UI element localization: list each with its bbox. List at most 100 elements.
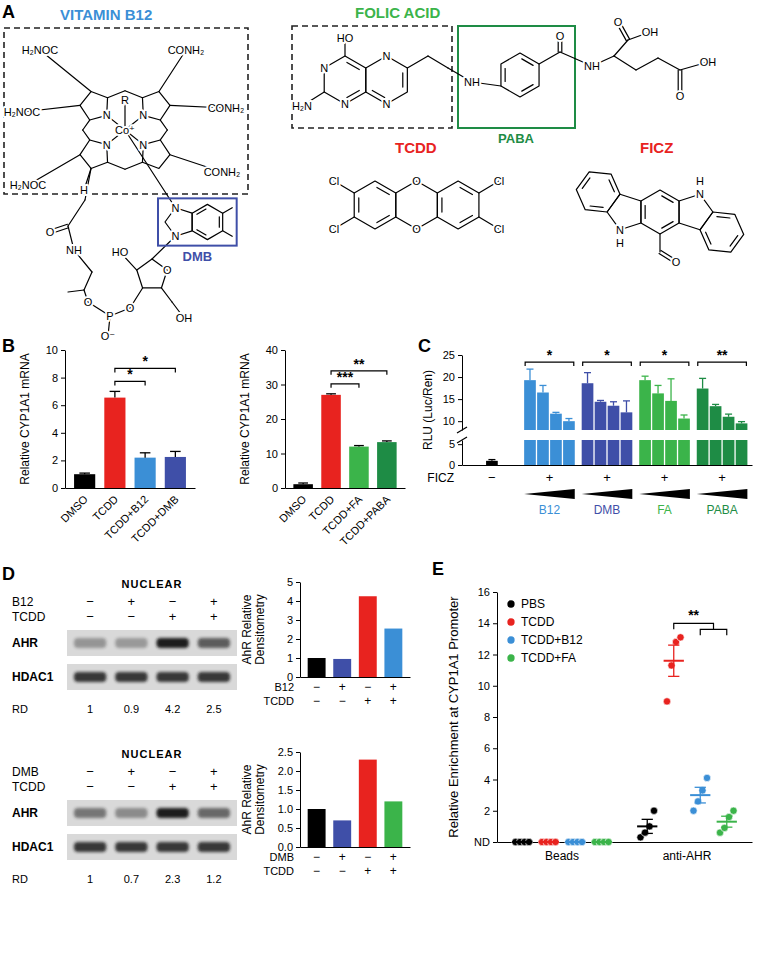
y-axis-line <box>462 356 463 431</box>
error-bar-stem <box>657 385 658 393</box>
error-bar <box>170 451 181 457</box>
row-mark: + <box>210 609 218 624</box>
bond <box>84 272 92 290</box>
blot-band <box>156 808 188 818</box>
y-tick-mark <box>493 592 497 593</box>
atom-label: Cl <box>329 175 339 187</box>
y-tick-label: 8 <box>484 711 490 723</box>
error-bar <box>79 473 90 474</box>
bond <box>636 58 658 70</box>
bond <box>645 205 646 218</box>
structure-title: TCDD <box>395 139 437 156</box>
y-axis-line <box>497 593 498 843</box>
blot-strip <box>67 800 237 826</box>
rd-label: RD <box>12 873 28 885</box>
blot-header: NUCLEAR <box>122 578 183 590</box>
bond <box>609 180 614 192</box>
bond <box>223 208 233 214</box>
y-tick-mark <box>493 717 497 718</box>
dose-wedge <box>639 489 690 499</box>
bond <box>407 56 428 68</box>
y-tick-label: 6 <box>52 399 58 411</box>
data-point <box>650 807 657 814</box>
bar <box>104 398 125 488</box>
y-tick-label: 1.5 <box>278 784 293 796</box>
legend-marker <box>507 654 514 661</box>
row-mark: + <box>169 609 177 624</box>
y-tick: 0 <box>272 482 285 494</box>
row-mark: + <box>210 779 218 794</box>
x-tick-label: TCDD+DMB <box>129 493 181 545</box>
rd-value: 0.9 <box>124 703 139 715</box>
row-mark: − <box>488 470 496 485</box>
bond <box>522 85 533 92</box>
row-mark: + <box>390 864 397 878</box>
legend-marker <box>507 618 514 625</box>
significance-label: * <box>662 347 668 363</box>
atom-label: N <box>139 109 147 121</box>
atom-label: H <box>696 175 704 187</box>
legend-label: TCDD+B12 <box>521 633 583 647</box>
atom-label: NH <box>584 60 600 72</box>
error-bar-stem <box>647 819 648 833</box>
y-tick-mark <box>296 790 300 791</box>
bar <box>710 440 722 465</box>
bond <box>83 120 90 130</box>
blot-band <box>74 808 106 818</box>
bond <box>159 50 186 92</box>
bar <box>321 395 341 488</box>
bar <box>333 659 351 677</box>
y-tick: 20 <box>266 413 285 425</box>
atom-label: N <box>616 224 624 236</box>
y-tick-label: 10 <box>478 680 490 692</box>
y-tick-label: 0 <box>272 482 278 494</box>
x-axis: Beadsanti-AHR <box>498 842 753 863</box>
error-bar <box>298 483 308 484</box>
y-axis-line <box>65 351 66 489</box>
panel-label: D <box>2 564 15 584</box>
rd-label: RD <box>12 703 28 715</box>
y-tick-label: 12 <box>478 649 490 661</box>
bar-chart: 0.00.51.01.52.02.5DMB−+−+TCDD−−++AhR Rel… <box>240 746 411 878</box>
structures: VITAMIN B12DMBH₂NOCCONH₂H₂NOCCONH₂H₂NOCC… <box>4 4 744 342</box>
y-axis: 05 <box>449 438 463 471</box>
atom-label: H₂NOC <box>4 106 41 118</box>
error-bar <box>326 394 336 395</box>
row-label: TCDD <box>263 865 294 877</box>
blot-header: NUCLEAR <box>122 748 183 760</box>
y-tick-mark <box>493 811 497 812</box>
bar <box>639 440 651 465</box>
rd-value: 1.2 <box>206 873 221 885</box>
error-bar-cap <box>584 372 591 373</box>
data-point <box>703 774 710 781</box>
rd-value: 1 <box>87 703 93 715</box>
x-tick-label: DMSO <box>277 493 309 525</box>
atom-label: CONH₂ <box>204 166 241 178</box>
error-bar <box>526 369 533 380</box>
error-bar <box>699 378 706 388</box>
x-axis-line <box>498 842 753 843</box>
y-axis-line <box>462 441 463 466</box>
ring <box>700 212 744 252</box>
y-tick-label: 10 <box>46 344 58 356</box>
error-bar <box>354 446 364 447</box>
bar <box>308 658 326 677</box>
bar <box>563 440 575 465</box>
row-mark: + <box>661 470 669 485</box>
y-tick-mark <box>61 433 65 434</box>
error-bar-cap <box>110 391 121 392</box>
y-tick-mark <box>296 828 300 829</box>
panel-label: A <box>2 2 15 22</box>
bar <box>621 412 633 430</box>
y-tick: 8 <box>484 711 497 723</box>
bond <box>614 40 628 56</box>
y-tick: ND <box>474 836 497 848</box>
bond <box>428 56 448 68</box>
y-axis-line <box>300 583 301 678</box>
y-tick-mark <box>61 460 65 461</box>
series-label: FA <box>657 503 672 517</box>
y-tick-label: 15 <box>443 393 455 405</box>
y-tick: 2.0 <box>278 765 300 777</box>
bar <box>349 447 369 488</box>
y-tick-mark <box>61 378 65 379</box>
